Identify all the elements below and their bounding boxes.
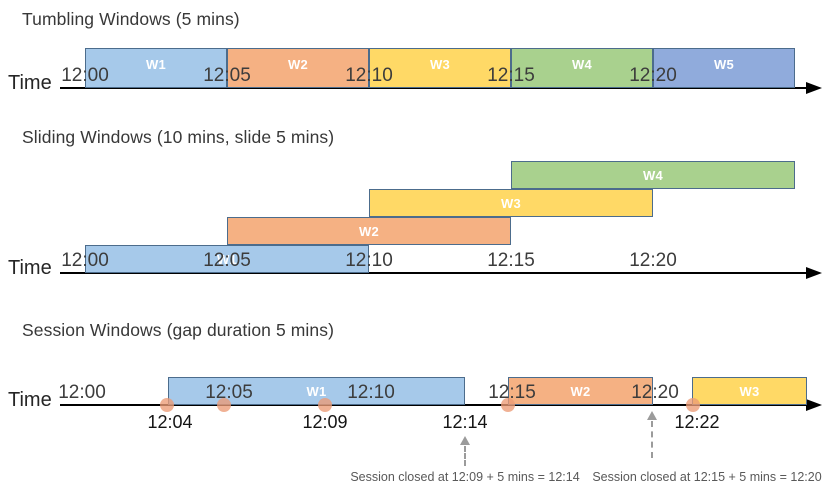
session-note: Session closed at 12:09 + 5 mins = 12:14: [350, 470, 580, 484]
session-note: Session closed at 12:15 + 5 mins = 12:20: [592, 470, 822, 484]
time-axis-sliding: [60, 272, 808, 274]
window-bar-sliding-w2: W2: [227, 217, 511, 245]
event-time-label: 12:09: [302, 412, 348, 432]
tick-label: 12:20: [631, 382, 679, 403]
section-title-sliding: Sliding Windows (10 mins, slide 5 mins): [22, 127, 335, 147]
window-bar-sliding-w3: W3: [369, 189, 653, 217]
window-bar-tumbling-w4: W4: [511, 48, 653, 88]
window-bar-tumbling-w5: W5: [653, 48, 795, 88]
tick-label: 12:20: [629, 65, 677, 86]
tick-label: 12:00: [61, 250, 109, 271]
tick-label: 12:15: [487, 65, 535, 86]
tick-label: 12:15: [488, 382, 536, 403]
window-label: W2: [570, 383, 591, 399]
tick-label: 12:10: [345, 65, 393, 86]
axis-label-time-session: Time: [8, 389, 52, 411]
window-bar-tumbling-w3: W3: [369, 48, 511, 88]
window-bar-tumbling-w1: W1: [85, 48, 227, 88]
section-title-tumbling: Tumbling Windows (5 mins): [22, 9, 240, 29]
session-close-arrow-icon: [460, 436, 470, 445]
window-label: W1: [306, 383, 327, 399]
time-axis-arrow-icon-sliding: [806, 267, 822, 279]
event-time-label: 12:14: [442, 412, 488, 432]
section-title-session: Session Windows (gap duration 5 mins): [22, 320, 335, 340]
tick-label: 12:10: [347, 382, 395, 403]
window-label: W1: [216, 251, 238, 267]
session-close-arrow-line: [651, 421, 653, 458]
tick-label: 12:00: [58, 382, 106, 403]
window-label: W2: [358, 223, 380, 239]
time-axis-session: [60, 404, 808, 406]
tick-label: 12:05: [205, 382, 253, 403]
time-axis-tumbling: [60, 87, 808, 89]
event-time-label: 12:22: [674, 412, 720, 432]
window-bar-session-w2: W2: [508, 377, 653, 405]
window-label: W3: [500, 195, 522, 211]
tick-label: 12:20: [629, 250, 677, 271]
window-label: W3: [429, 56, 451, 72]
window-bar-session-w3: W3: [692, 377, 807, 405]
event-dot: [217, 398, 231, 412]
event-dot: [501, 398, 515, 412]
event-dot: [318, 398, 332, 412]
window-label: W3: [739, 383, 760, 399]
window-label: W5: [713, 56, 735, 72]
time-axis-arrow-icon-tumbling: [806, 82, 822, 94]
tick-label: 12:00: [61, 65, 109, 86]
window-label: W4: [642, 167, 664, 183]
event-dot: [686, 398, 700, 412]
window-label: W1: [145, 56, 167, 72]
window-bar-tumbling-w2: W2: [227, 48, 369, 88]
axis-label-time-tumbling: Time: [8, 72, 52, 94]
window-bar-sliding-w4: W4: [511, 161, 795, 189]
tick-label: 12:05: [203, 65, 251, 86]
session-close-arrow-icon: [647, 411, 657, 420]
window-label: W2: [287, 56, 309, 72]
event-time-label: 12:04: [147, 412, 193, 432]
window-bar-sliding-w1: W1: [85, 245, 369, 273]
tick-label: 12:05: [203, 250, 251, 271]
event-dot: [160, 398, 174, 412]
session-close-arrow-line: [464, 446, 466, 466]
tick-label: 12:10: [345, 250, 393, 271]
tick-label: 12:15: [487, 250, 535, 271]
time-axis-arrow-icon-session: [806, 399, 822, 411]
axis-label-time-sliding: Time: [8, 257, 52, 279]
window-label: W4: [571, 56, 593, 72]
